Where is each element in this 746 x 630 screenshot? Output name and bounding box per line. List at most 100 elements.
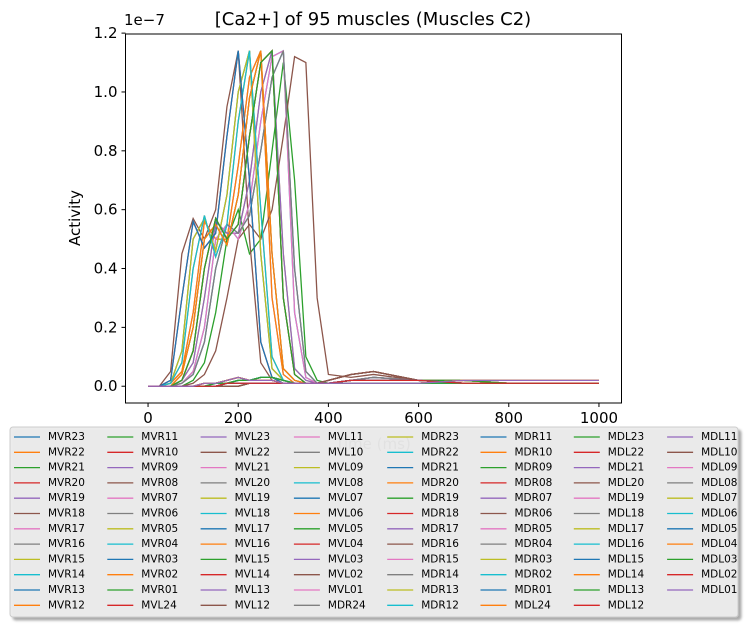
legend-label: MVR10 (141, 446, 178, 458)
legend-label: MDR08 (515, 477, 553, 489)
legend-label: MDR10 (515, 446, 553, 458)
plot-area: 0 200 400 600 800 1000 0.0 0.2 0.4 0.6 0.8 1.0 1.2 (94, 24, 622, 427)
legend-box (9, 426, 739, 618)
legend-label: MDL14 (608, 569, 645, 581)
legend-label: MDL19 (608, 492, 644, 504)
axes-frame (125, 33, 622, 404)
legend-label: MDL08 (701, 477, 737, 489)
legend-label: MVR08 (141, 477, 178, 489)
legend-label: MVL05 (328, 523, 363, 535)
legend-label: MVL01 (328, 584, 363, 596)
legend-label: MDR04 (515, 538, 553, 550)
legend-label: MVL20 (235, 477, 270, 489)
legend-label: MVR03 (141, 553, 178, 565)
legend-label: MVR17 (48, 523, 85, 535)
y-tick-label: 0.4 (94, 260, 118, 278)
legend-label: MDR23 (421, 431, 459, 443)
y-offset-label: 1e−7 (124, 11, 165, 29)
legend-label: MVR16 (48, 538, 85, 550)
legend-label: MDR14 (421, 569, 459, 581)
legend-label: MDL15 (608, 553, 644, 565)
legend-label: MDR21 (421, 462, 459, 474)
legend-label: MDR18 (421, 508, 459, 520)
legend-label: MDR16 (421, 538, 459, 550)
legend-label: MDR24 (328, 599, 366, 611)
legend-label: MDL03 (701, 553, 737, 565)
legend: MVR23 MVR22 MVR21 MVR20 MVR19 MVR18 MVR17 MVR16… (9, 426, 739, 618)
y-tick-label: 0.0 (94, 377, 118, 395)
legend-label: MVL03 (328, 553, 363, 565)
y-tick-label: 1.2 (94, 24, 118, 42)
legend-label: MDR20 (421, 477, 459, 489)
legend-label: MDR02 (515, 569, 553, 581)
legend-label: MVL09 (328, 462, 363, 474)
legend-label: MVR22 (48, 446, 85, 458)
legend-label: MVR04 (141, 538, 178, 550)
data-line (148, 376, 599, 387)
legend-label: MDR13 (421, 584, 459, 596)
plot-background (125, 34, 622, 403)
legend-label: MDR06 (515, 508, 553, 520)
x-tick-label: 1000 (580, 409, 618, 427)
legend-label: MDL11 (701, 431, 737, 443)
legend-label: MVR12 (48, 599, 85, 611)
legend-label: MDL10 (701, 446, 737, 458)
x-tick-label: 400 (314, 409, 343, 427)
legend-label: MVR11 (141, 431, 178, 443)
legend-label: MVR23 (48, 431, 85, 443)
legend-label: MVL19 (235, 492, 270, 504)
legend-label: MVL22 (235, 446, 270, 458)
legend-label: MDL17 (608, 523, 644, 535)
legend-label: MVL18 (235, 508, 270, 520)
legend-label: MDL04 (701, 538, 738, 550)
legend-label: MDR15 (421, 553, 459, 565)
legend-label: MDR03 (515, 553, 553, 565)
legend-label: MVL23 (235, 431, 270, 443)
legend-label: MVR21 (48, 462, 85, 474)
y-axis-label: Activity (66, 190, 84, 246)
legend-label: MDL06 (701, 508, 738, 520)
chart-title: [Ca2+] of 95 muscles (Muscles C2) (215, 9, 531, 30)
legend-label: MVL13 (235, 584, 270, 596)
legend-label: MDL18 (608, 508, 644, 520)
legend-label: MDR19 (421, 492, 459, 504)
y-tick-label: 1.0 (94, 83, 118, 101)
legend-label: MDR05 (515, 523, 553, 535)
legend-label: MVR06 (141, 508, 178, 520)
legend-label: MDL02 (701, 569, 737, 581)
legend-label: MDR17 (421, 523, 459, 535)
x-tick-label: 200 (224, 409, 253, 427)
legend-label: MVL04 (328, 538, 364, 550)
legend-label: MDL01 (701, 584, 737, 596)
legend-label: MVL07 (328, 492, 363, 504)
legend-label: MDL12 (608, 599, 644, 611)
legend-label: MVL11 (328, 431, 363, 443)
legend-label: MDL13 (608, 584, 644, 596)
legend-label: MDL09 (701, 462, 737, 474)
legend-label: MVR02 (141, 569, 178, 581)
legend-label: MDR11 (515, 431, 553, 443)
legend-label: MDL05 (701, 523, 737, 535)
legend-label: MVR20 (48, 477, 85, 489)
legend-label: MDL22 (608, 446, 644, 458)
legend-label: MDR22 (421, 446, 459, 458)
legend-label: MVL16 (235, 538, 271, 550)
legend-label: MVL08 (328, 477, 363, 489)
legend-label: MVL21 (235, 462, 270, 474)
legend-label: MDL23 (608, 431, 644, 443)
legend-label: MVR15 (48, 553, 85, 565)
legend-label: MDL07 (701, 492, 737, 504)
x-tick-label: 600 (404, 409, 433, 427)
legend-label: MVL10 (328, 446, 363, 458)
legend-label: MVL12 (235, 599, 270, 611)
legend-label: MVL17 (235, 523, 270, 535)
x-tick-label: 0 (143, 409, 153, 427)
y-tick-label: 0.2 (94, 318, 118, 336)
legend-label: MVL24 (141, 599, 177, 611)
legend-label: MVR07 (141, 492, 178, 504)
legend-label: MDR01 (515, 584, 553, 596)
legend-label: MVR01 (141, 584, 178, 596)
legend-label: MVL06 (328, 508, 364, 520)
legend-label: MVR19 (48, 492, 85, 504)
y-tick-label: 0.8 (94, 142, 118, 160)
